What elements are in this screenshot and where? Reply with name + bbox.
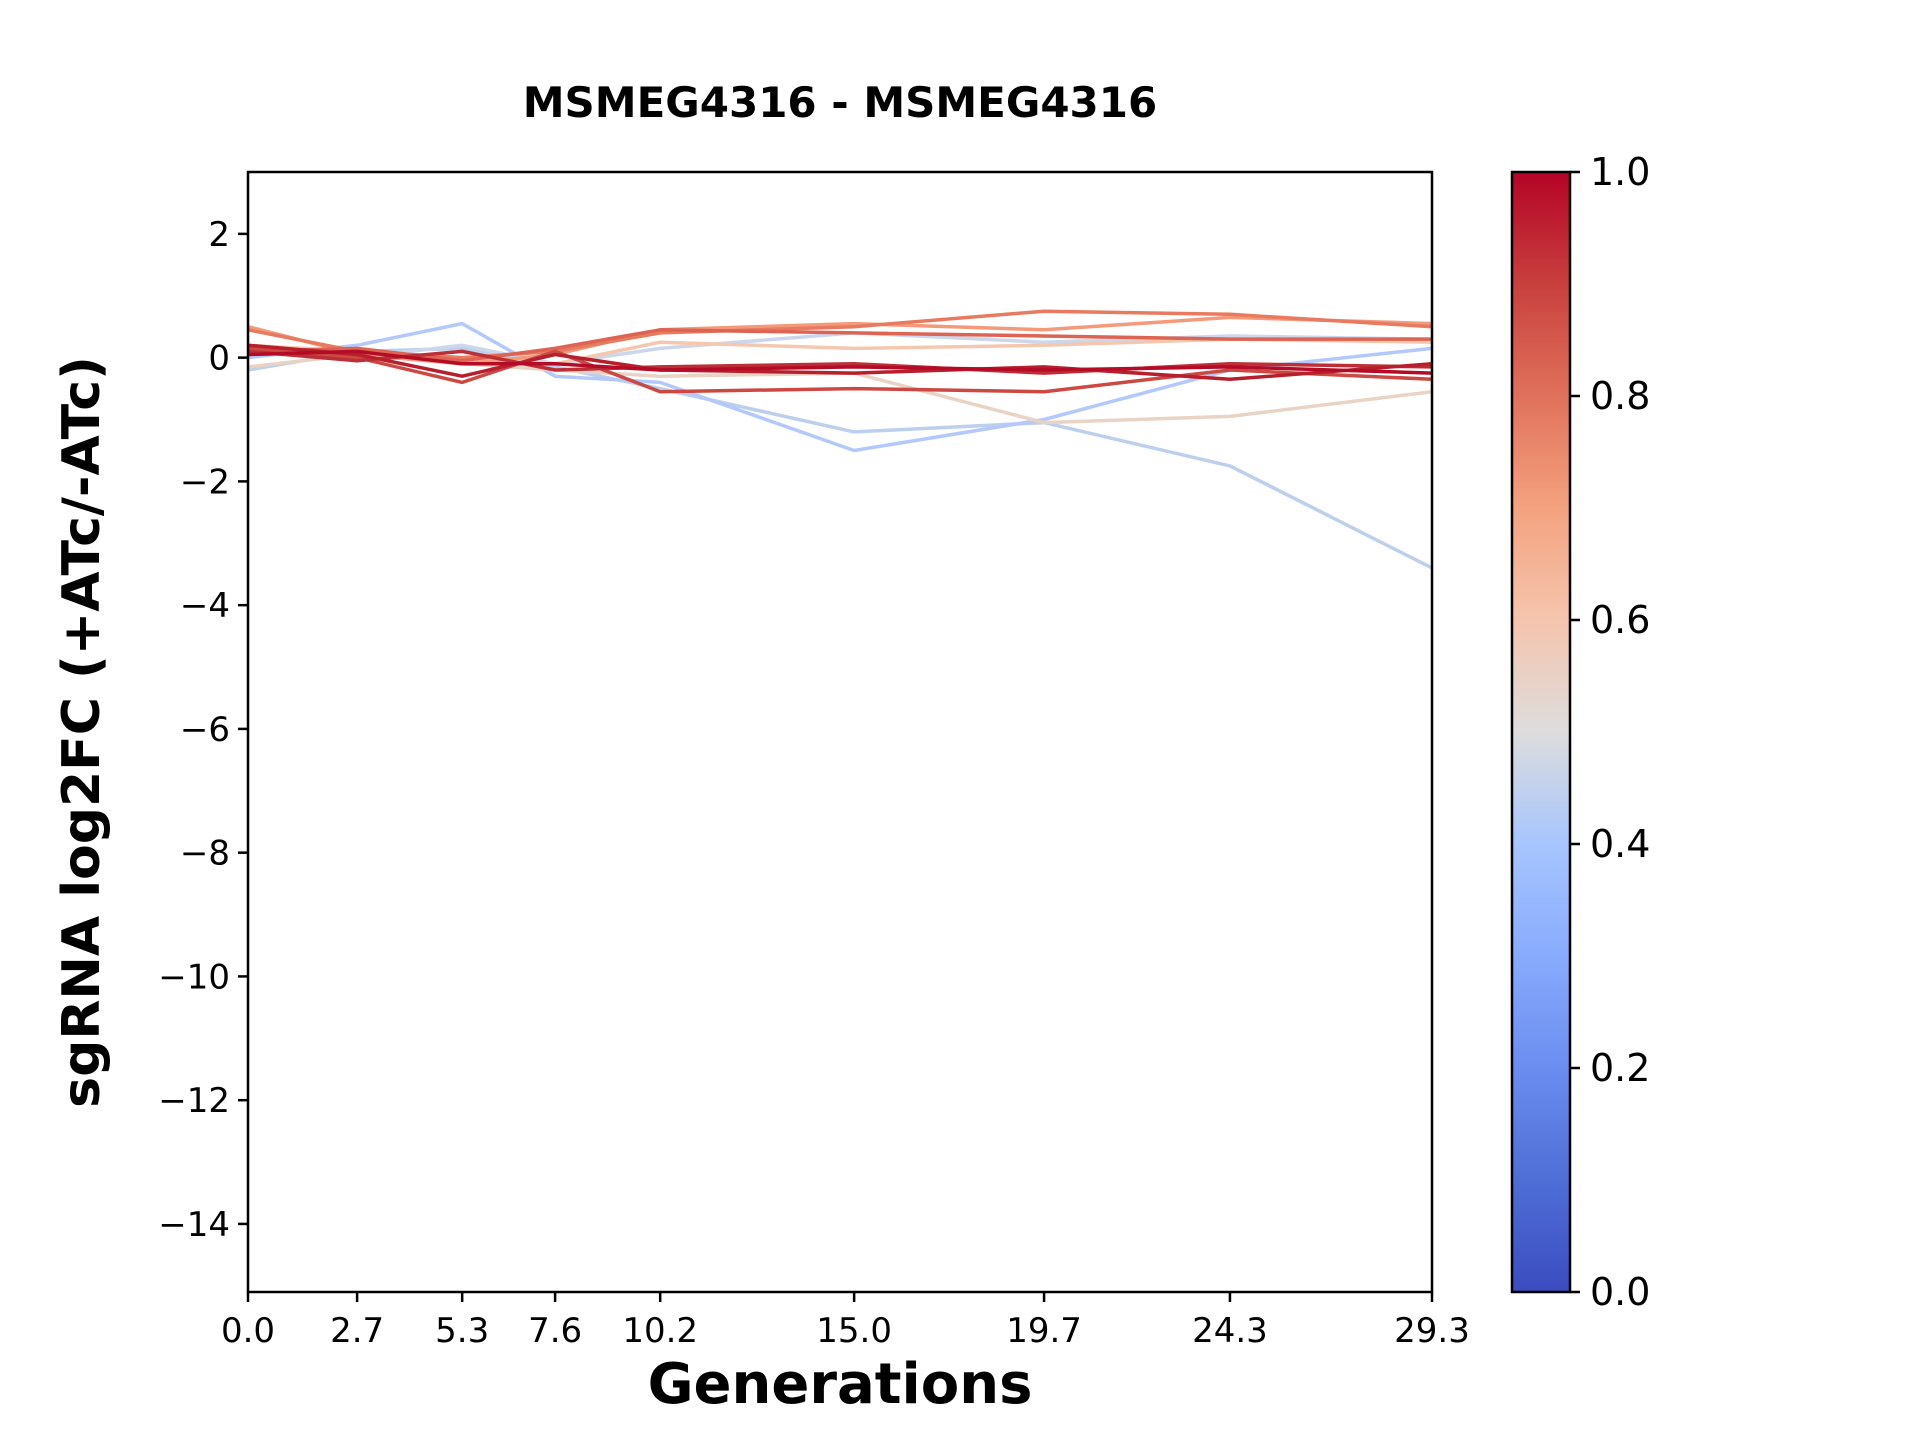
colorbar-tick-label: 0.2 bbox=[1590, 1046, 1650, 1090]
y-tick-label: −8 bbox=[180, 834, 230, 874]
axes-frame bbox=[246, 170, 1434, 1294]
x-tick-label: 2.7 bbox=[330, 1311, 384, 1351]
x-tick-label: 29.3 bbox=[1394, 1311, 1470, 1351]
series-line-sgRNA-2 bbox=[248, 321, 1432, 453]
chart-title: MSMEG4316 - MSMEG4316 bbox=[522, 78, 1158, 127]
y-tick-label: 2 bbox=[208, 215, 230, 255]
y-tick-label: −2 bbox=[180, 462, 230, 502]
series-line-sgRNA-9 bbox=[248, 346, 1432, 394]
x-tick-label: 24.3 bbox=[1192, 1311, 1268, 1351]
series-line-sgRNA-8 bbox=[248, 328, 1432, 363]
series-line-sgRNA-1 bbox=[248, 346, 1432, 570]
colorbar-tick-label: 0.4 bbox=[1590, 822, 1650, 866]
y-tick-label: −12 bbox=[158, 1081, 230, 1121]
y-tick-label: −6 bbox=[180, 710, 230, 750]
colorbar bbox=[1512, 172, 1570, 1292]
x-tick-label: 19.7 bbox=[1006, 1311, 1082, 1351]
x-tick-label: 10.2 bbox=[622, 1311, 698, 1351]
x-tick-label: 15.0 bbox=[816, 1311, 892, 1351]
x-axis-label: Generations bbox=[647, 1352, 1033, 1417]
colorbar-frame bbox=[1510, 170, 1572, 1294]
colorbar-tick-label: 0.0 bbox=[1590, 1270, 1650, 1314]
colorbar-tick-label: 0.8 bbox=[1590, 374, 1650, 418]
x-tick-label: 5.3 bbox=[435, 1311, 489, 1351]
x-tick-label: 7.6 bbox=[528, 1311, 582, 1351]
y-axis-label: sgRNA log2FC (+ATc/-ATc) bbox=[52, 356, 112, 1108]
y-tick-label: −14 bbox=[158, 1205, 230, 1245]
y-tick-label: −10 bbox=[158, 957, 230, 997]
series-lines bbox=[248, 309, 1432, 570]
y-tick-label: −4 bbox=[180, 586, 230, 626]
series-line-sgRNA-12 bbox=[248, 349, 1432, 375]
y-tick-label: 0 bbox=[208, 339, 230, 379]
colorbar-tick-label: 1.0 bbox=[1590, 150, 1650, 194]
colorbar-tick-label: 0.6 bbox=[1590, 598, 1650, 642]
x-tick-label: 0.0 bbox=[221, 1311, 275, 1351]
